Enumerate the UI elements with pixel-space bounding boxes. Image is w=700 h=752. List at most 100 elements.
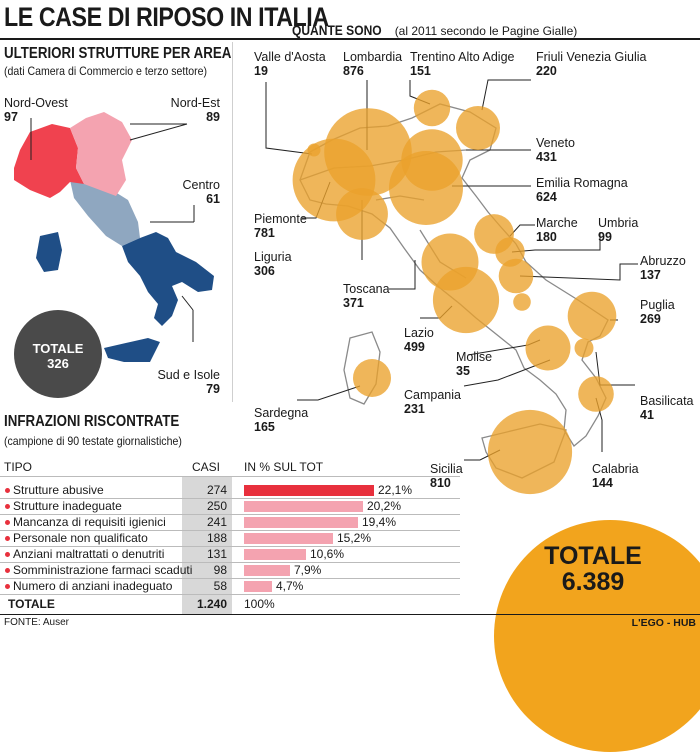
area-value: 97 xyxy=(4,110,18,124)
region-value: 99 xyxy=(598,230,612,244)
region-label-marche: Marche 180 xyxy=(536,216,578,244)
maps-canvas xyxy=(14,79,638,495)
area-value: 79 xyxy=(206,382,220,396)
pct-bar xyxy=(244,565,290,576)
region-value: 231 xyxy=(404,402,425,416)
region-value: 151 xyxy=(410,64,431,78)
area-shape-sud xyxy=(122,232,214,326)
bubble-sardegna xyxy=(353,359,391,397)
regions-subheading: (al 2011 secondo le Pagine Gialle) xyxy=(394,24,578,38)
region-name: Lazio xyxy=(404,326,434,340)
source-note: FONTE: Auser xyxy=(4,617,70,628)
region-value: 269 xyxy=(640,312,661,326)
region-label-valle-daosta: Valle d'Aosta 19 xyxy=(254,50,326,78)
row-cases: 58 xyxy=(213,579,227,593)
row-rule xyxy=(0,594,460,595)
row-bullet-icon xyxy=(5,568,10,573)
row-bullet-icon xyxy=(5,536,10,541)
row-type: Strutture inadeguate xyxy=(13,499,122,513)
bubble-liguria xyxy=(336,188,388,240)
region-name: Molise xyxy=(456,350,493,364)
region-label-emilia: Emilia Romagna 624 xyxy=(536,176,628,204)
row-rule xyxy=(0,546,460,547)
row-rule xyxy=(0,578,460,579)
bubble-basilicata xyxy=(574,338,594,358)
row-bullet-icon xyxy=(5,504,10,509)
bubble-trentino-alto-adige xyxy=(413,89,451,127)
area-map xyxy=(14,112,214,362)
region-name: Toscana xyxy=(343,282,390,296)
region-name: Trentino Alto Adige xyxy=(410,50,515,64)
pct-label: 15,2% xyxy=(337,531,372,545)
area-name: Nord-Ovest xyxy=(4,96,68,110)
row-type: Anziani maltrattati o denutriti xyxy=(13,547,165,561)
region-value: 165 xyxy=(254,420,275,434)
areas-total-label: TOTALE xyxy=(32,341,84,356)
regions-total-value: 6.389 xyxy=(561,568,625,596)
region-value: 144 xyxy=(592,476,613,490)
area-name: Sud e Isole xyxy=(157,368,220,382)
region-label-piemonte: Piemonte 781 xyxy=(254,212,307,240)
row-type: Mancanza di requisiti igienici xyxy=(13,515,166,529)
bubble-calabria xyxy=(578,376,614,412)
row-bullet-icon xyxy=(5,552,10,557)
area-label-nordovest: Nord-Ovest 97 xyxy=(4,96,68,124)
row-cases: 250 xyxy=(206,499,227,513)
region-name: Umbria xyxy=(598,216,639,230)
infractions-subheading: (campione di 90 testate giornalistiche) xyxy=(4,434,182,448)
pct-label: 19,4% xyxy=(362,515,397,529)
pct-bar xyxy=(244,549,306,560)
pct-bar xyxy=(244,485,374,496)
bubble-puglia xyxy=(567,291,617,341)
area-shape-nordest xyxy=(70,112,132,196)
region-name: Emilia Romagna xyxy=(536,176,628,190)
area-shape-sardegna xyxy=(36,232,62,272)
row-type: Personale non qualificato xyxy=(13,531,148,545)
area-name: Nord-Est xyxy=(170,96,220,110)
footer-rule xyxy=(0,614,700,615)
area-label-centro: Centro 61 xyxy=(150,178,220,206)
areas-subheading: (dati Camera di Commercio e terzo settor… xyxy=(4,64,208,78)
header-rule xyxy=(0,476,460,477)
area-value: 61 xyxy=(206,192,220,206)
row-rule xyxy=(0,498,460,499)
region-name: Friuli Venezia Giulia xyxy=(536,50,647,64)
pct-bar xyxy=(244,581,272,592)
row-rule xyxy=(0,530,460,531)
pct-label: 22,1% xyxy=(378,483,413,497)
bubble-abruzzo xyxy=(498,258,534,294)
region-name: Basilicata xyxy=(640,394,694,408)
pct-label: 4,7% xyxy=(276,579,304,593)
row-bullet-icon xyxy=(5,584,10,589)
row-rule xyxy=(0,514,460,515)
region-name: Piemonte xyxy=(254,212,307,226)
region-name: Sardegna xyxy=(254,406,309,420)
region-value: 624 xyxy=(536,190,557,204)
region-name: Veneto xyxy=(536,136,575,150)
bubble-molise xyxy=(513,293,531,311)
region-value: 431 xyxy=(536,150,557,164)
region-name: Sicilia xyxy=(430,462,463,476)
region-label-puglia: Puglia 269 xyxy=(640,298,675,326)
region-value: 306 xyxy=(254,264,275,278)
region-label-lazio: Lazio 499 xyxy=(404,326,434,354)
table-total-label: TOTALE xyxy=(8,597,55,611)
region-name: Liguria xyxy=(254,250,292,264)
region-name: Calabria xyxy=(592,462,639,476)
region-value: 810 xyxy=(430,476,451,490)
row-cases: 241 xyxy=(206,515,227,529)
bubble-friuli-venezia-giulia xyxy=(456,106,500,150)
bubble-campania xyxy=(525,325,571,371)
area-label-sud: Sud e Isole 79 xyxy=(140,368,220,396)
region-value: 180 xyxy=(536,230,557,244)
region-name: Abruzzo xyxy=(640,254,686,268)
row-type: Somministrazione farmaci scaduti xyxy=(13,563,193,577)
pct-label: 10,6% xyxy=(310,547,345,561)
row-rule xyxy=(0,562,460,563)
credit: L'EGO - HUB xyxy=(631,617,696,629)
region-value: 137 xyxy=(640,268,661,282)
region-value: 220 xyxy=(536,64,557,78)
regions-total-text: TOTALE 6.389 xyxy=(538,543,648,595)
region-name: Valle d'Aosta xyxy=(254,50,326,64)
col-header-type: TIPO xyxy=(4,460,33,474)
